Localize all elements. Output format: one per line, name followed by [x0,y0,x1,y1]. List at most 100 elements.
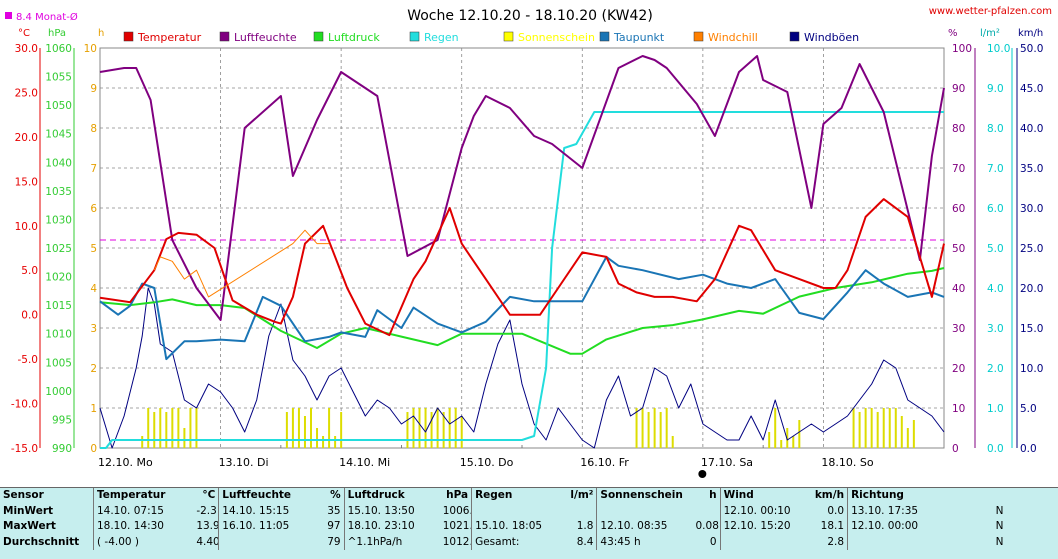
sun-tick: 3 [90,323,97,335]
stats-cell: ( -4.00 ) [92,534,194,550]
stats-cell: 2.8 [827,535,845,548]
stats-cell [693,504,721,520]
stats-header-cell: h [709,489,717,501]
stats-row: MaxWert 18.10. 14:30 13.9 16.10. 11:05 97 18.… [0,519,1058,535]
hum-tick: 60 [952,203,965,215]
press-tick: 1000 [45,386,72,398]
stats-table: Sensor Temperatur °C Luftfeuchte% Luftdruck h… [0,487,1058,559]
stats-cell: 13.10. 17:35 [847,503,942,519]
avg-marker-swatch [5,12,12,19]
grid [99,47,945,449]
stats-cell: N [995,504,1004,517]
rain-tick: 7.0 [987,163,1004,175]
stats-cell [847,534,942,550]
rain-tick: 8.0 [987,123,1004,135]
sun-tick: 1 [90,403,97,415]
stats-cell: 0.0 [827,504,845,517]
press-tick: 990 [52,443,72,455]
stats-cell [471,503,563,519]
wind-tick: 5.0 [1020,403,1037,415]
press-tick: 1020 [45,272,72,284]
x-label: 14.10. Mi [339,456,390,469]
stats-header-cell: Sensor [3,489,44,501]
stats-cell: 12.10. 08:35 [596,519,693,535]
hum-tick: 50 [952,243,965,255]
sun-tick: 0 [90,443,97,455]
stats-row: Durchschnitt ( -4.00 ) 4.40 79 ^1.1hPa/h 1012… [0,534,1058,550]
wind-tick: 45.0 [1020,83,1043,95]
legend-label: Sonnenschein [518,31,595,44]
stats-cell: 18.10. 14:30 [92,519,194,535]
stats-cell: 1021.5 [442,520,472,532]
x-label: 13.10. Di [219,456,269,469]
sun-unit: h [98,28,104,39]
stats-cell: 0.08 [695,520,719,532]
tick-labels: 30.025.020.015.010.05.00.0-5.0-10.0-15.0… [11,43,1044,455]
week-marker-dot [698,470,707,478]
press-tick: 1055 [45,72,72,84]
temp-tick: 0.0 [21,310,38,322]
press-unit: hPa [48,28,66,39]
stats-header-cell: Regen [471,488,563,504]
stats-cell: ^1.1hPa/h [343,534,440,550]
stats-header-cell [941,488,1058,504]
stats-row-label: MaxWert [3,520,56,532]
stats-header-cell: % [330,489,341,501]
legend-label: Taupunkt [613,31,665,44]
stats-cell [218,534,317,550]
hum-tick: 30 [952,323,965,335]
temp-tick: 5.0 [21,265,38,277]
stats-cell: -2.3 [196,504,217,517]
stats-header-cell: Wind [719,488,812,504]
hum-tick: 90 [952,83,965,95]
stats-cell: 12.10. 00:00 [847,519,942,535]
stats-header-cell: l/m² [570,489,594,501]
hum-tick: 70 [952,163,965,175]
press-tick: 1025 [45,243,72,255]
temp-tick: 20.0 [15,132,38,144]
temp-tick: 10.0 [15,221,38,233]
series-luftfeuchte [99,55,945,321]
stats-header-cell: hPa [446,489,469,501]
avg-marker-label: 8.4 Monat-Ø [16,11,78,23]
sun-tick: 7 [90,163,97,175]
stats-cell: 43:45 h [596,534,693,550]
hum-tick: 80 [952,123,965,135]
stats-cell: 97 [327,520,341,532]
rain-tick: 5.0 [987,243,1004,255]
legend-swatch [599,31,610,42]
stats-header-cell: km/h [814,489,845,501]
wind-tick: 25.0 [1020,243,1043,255]
x-label: 16.10. Fr [580,456,629,469]
sun-tick: 6 [90,203,97,215]
wind-tick: 0.0 [1020,443,1037,455]
chart-title: Woche 12.10.20 - 18.10.20 (KW42) [407,8,653,24]
stats-header-cell: Richtung [847,488,942,504]
legend-swatch [693,31,704,42]
legend-swatch [789,31,800,42]
press-tick: 1060 [45,43,72,55]
stats-header-cell: Luftfeuchte [218,488,317,504]
wind-tick: 15.0 [1020,323,1043,335]
stats-cell: 18.10. 23:10 [343,519,440,535]
legend-label: Luftfeuchte [234,31,297,44]
stats-header-cell: Luftdruck [343,488,440,504]
stats-cell: 13.9 [196,520,219,532]
stats-cell [596,503,693,519]
site-link[interactable]: www.wetter-pfalzen.com [929,6,1052,17]
temp-tick: 15.0 [15,176,38,188]
press-tick: 1015 [45,300,72,312]
stats-cell: N [995,535,1004,548]
press-tick: 1045 [45,129,72,141]
legend-swatch [409,31,420,42]
x-label: 17.10. Sa [701,456,753,469]
sun-tick: 9 [90,83,97,95]
legend-label: Windchill [708,31,758,44]
temp-tick: 25.0 [15,87,38,99]
rain-tick: 9.0 [987,83,1004,95]
stats-cell: 0 [709,535,717,548]
stats-cell: N [995,520,1004,532]
stats-cell: 18.1 [820,520,845,532]
series-luftdruck [99,267,945,355]
temp-tick: 30.0 [15,43,38,55]
